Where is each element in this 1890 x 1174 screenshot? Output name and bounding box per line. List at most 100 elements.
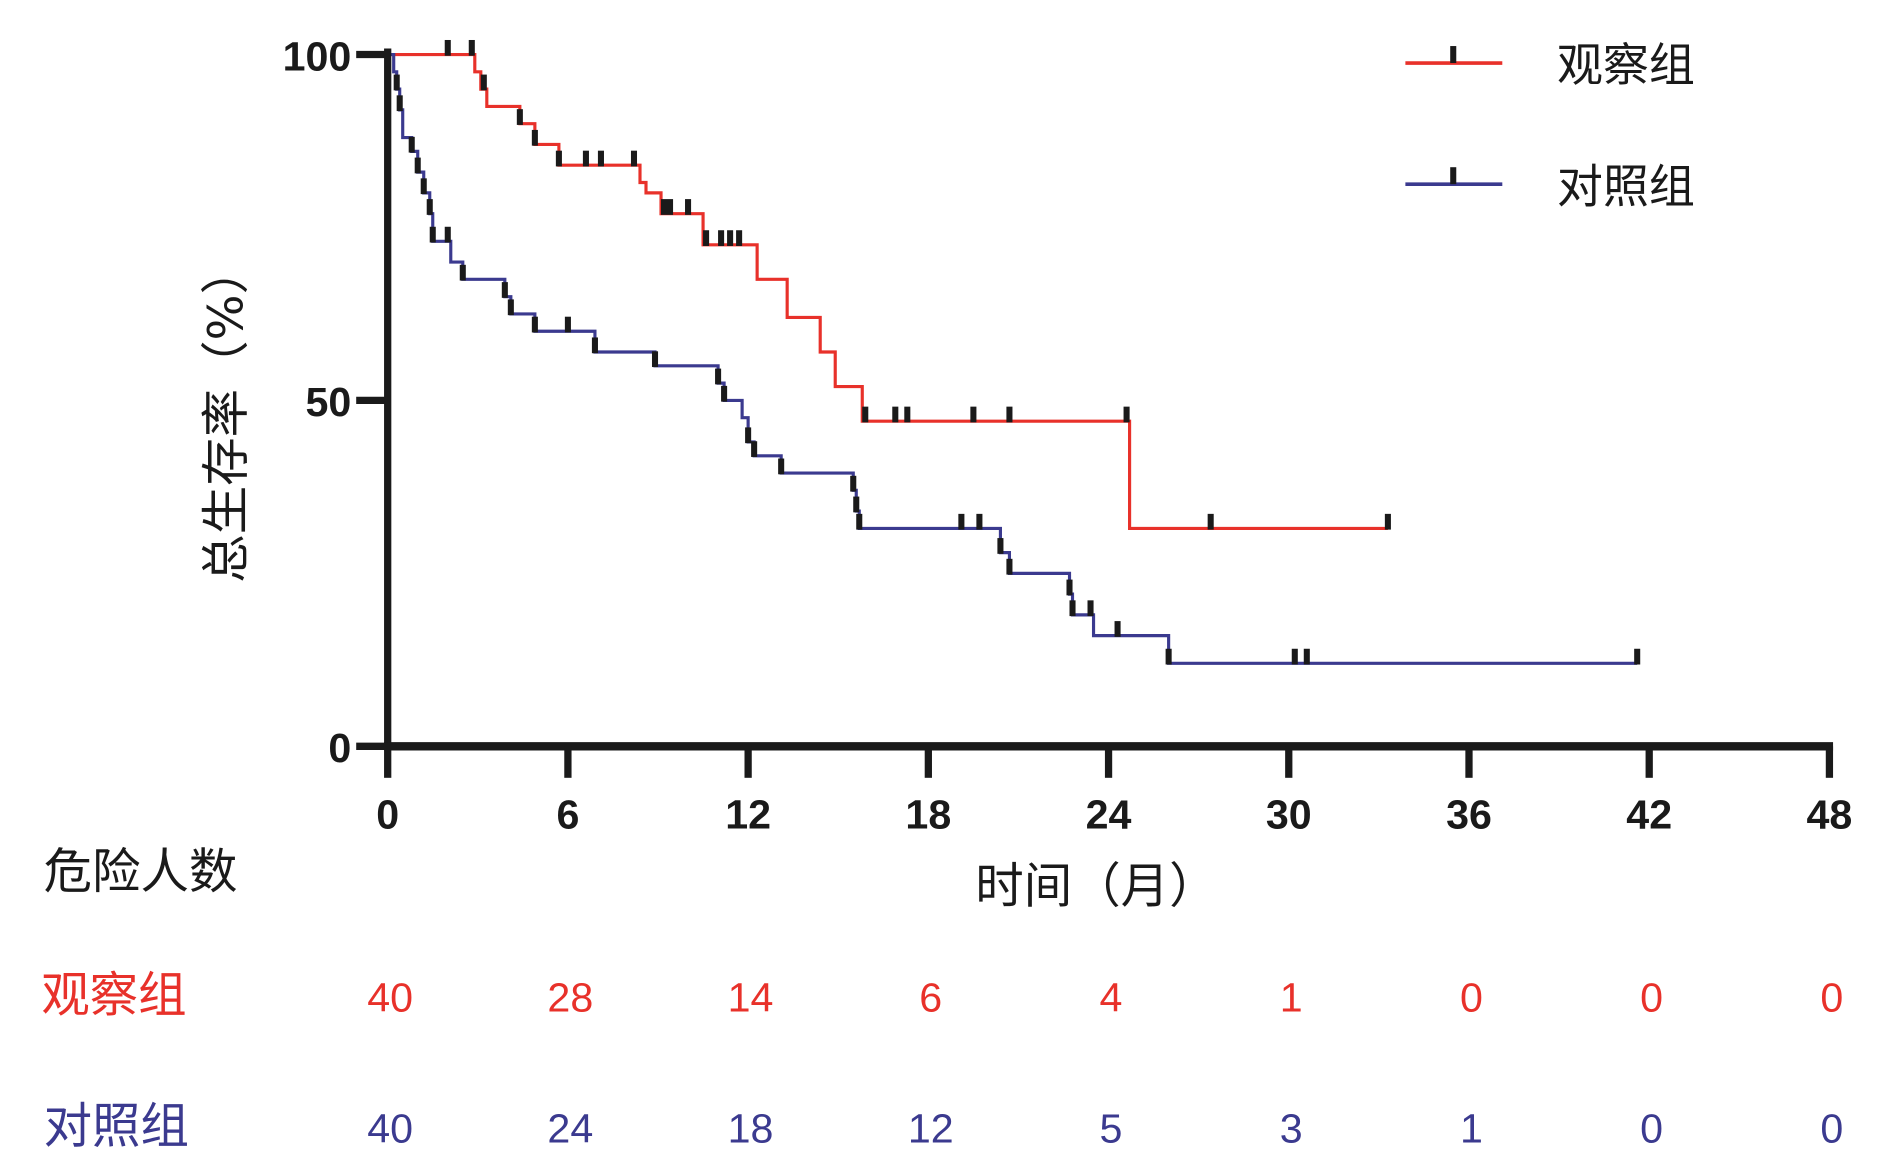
risk-value: 3	[1280, 1105, 1303, 1151]
censor-mark	[444, 39, 451, 56]
survival-step-line	[387, 52, 1388, 530]
censor-mark	[408, 136, 415, 153]
legend-censor-mark-control	[1450, 167, 1457, 185]
x-tick-label: 0	[376, 792, 399, 838]
censor-mark	[516, 109, 523, 125]
censor-mark	[685, 199, 692, 215]
censor-mark	[1207, 513, 1214, 530]
legend-item-observation: 观察组	[1405, 38, 1695, 92]
risk-value: 18	[728, 1105, 774, 1151]
censor-mark	[850, 475, 857, 492]
censor-mark	[414, 157, 421, 174]
censor-mark	[507, 299, 514, 316]
risk-value: 0	[1640, 975, 1663, 1021]
censor-mark	[1087, 600, 1094, 617]
censor-mark	[426, 199, 433, 215]
risk-value: 28	[547, 975, 593, 1021]
censor-mark	[751, 441, 758, 457]
censor-mark	[531, 316, 538, 333]
censor-mark	[444, 226, 451, 243]
censor-mark	[1006, 558, 1013, 575]
censor-mark	[459, 264, 466, 281]
censor-mark	[667, 199, 674, 215]
censor-mark	[582, 150, 589, 167]
censor-mark	[630, 150, 638, 167]
risk-row-label-control: 对照组	[44, 1098, 189, 1154]
censor-mark	[862, 406, 869, 423]
legend-label-observation: 观察组	[1557, 38, 1695, 92]
y-ticks: 0 50 100	[283, 33, 388, 771]
x-tick-label: 12	[725, 792, 771, 838]
censor-mark	[718, 230, 725, 246]
censor-mark	[393, 74, 400, 91]
risk-value: 14	[728, 975, 774, 1021]
censor-mark	[597, 150, 604, 167]
censor-mark	[1069, 600, 1076, 617]
censor-mark	[721, 385, 728, 402]
censor-mark	[703, 230, 710, 246]
y-tick-label: 50	[306, 379, 352, 425]
risk-value: 0	[1460, 975, 1483, 1021]
risk-value: 0	[1820, 975, 1843, 1021]
x-tick-label: 36	[1446, 792, 1492, 838]
censor-mark	[564, 316, 571, 333]
risk-value: 40	[367, 975, 413, 1021]
censor-mark	[660, 199, 668, 215]
censor-mark	[1303, 648, 1310, 665]
censor-mark	[853, 496, 860, 513]
censor-mark	[1291, 648, 1298, 665]
censor-mark	[715, 368, 722, 385]
censor-mark	[736, 230, 743, 246]
censor-mark	[1123, 406, 1130, 423]
x-tick-label: 42	[1626, 792, 1672, 838]
survival-curves	[387, 39, 1641, 665]
x-ticks: 0 6 12 18 24 30 36 42 48	[376, 746, 1853, 838]
risk-value: 24	[547, 1105, 593, 1151]
censor-mark	[727, 230, 734, 246]
risk-value: 1	[1280, 975, 1303, 1021]
censor-mark	[420, 178, 427, 195]
censor-mark	[501, 282, 508, 298]
censor-mark	[429, 226, 436, 243]
risk-row-label-observation: 观察组	[41, 968, 186, 1024]
censor-mark	[591, 337, 598, 354]
censor-mark	[1165, 648, 1172, 665]
y-tick-label: 100	[283, 33, 352, 79]
censor-mark	[970, 406, 977, 423]
risk-values: 40 28 14 6 4 1 0 0 0 40 24 18 12 5 3 1 0 0	[367, 975, 1843, 1152]
x-axis-label: 时间（月）	[975, 859, 1217, 915]
series-control	[387, 52, 1641, 665]
censor-mark	[396, 95, 403, 112]
risk-value: 40	[367, 1105, 413, 1151]
risk-value: 0	[1640, 1105, 1663, 1151]
legend-label-control: 对照组	[1557, 159, 1695, 213]
legend: 观察组 对照组	[1405, 38, 1695, 213]
legend-censor-mark-observation	[1450, 46, 1457, 64]
censor-mark	[745, 427, 752, 444]
risk-value: 6	[919, 975, 942, 1021]
risk-value: 12	[908, 1105, 954, 1151]
x-tick-label: 48	[1807, 792, 1853, 838]
censor-mark	[1384, 513, 1391, 530]
censor-mark	[892, 406, 899, 423]
legend-item-control: 对照组	[1405, 159, 1695, 213]
censor-mark	[1006, 406, 1013, 423]
x-tick-label: 30	[1266, 792, 1312, 838]
censor-mark	[468, 39, 475, 56]
censor-mark	[904, 406, 911, 423]
risk-value: 4	[1100, 975, 1123, 1021]
series-observation	[387, 39, 1391, 530]
x-tick-label: 18	[905, 792, 951, 838]
censor-mark	[555, 150, 562, 167]
censor-mark	[856, 513, 863, 530]
censor-mark	[958, 513, 965, 530]
y-tick-label: 0	[328, 725, 351, 771]
risk-table-title: 危险人数	[44, 844, 238, 900]
censor-mark	[976, 513, 983, 530]
x-tick-label: 6	[556, 792, 579, 838]
censor-mark	[997, 538, 1004, 554]
x-tick-label: 24	[1086, 792, 1132, 838]
risk-value: 5	[1100, 1105, 1123, 1151]
risk-value: 1	[1460, 1105, 1483, 1151]
